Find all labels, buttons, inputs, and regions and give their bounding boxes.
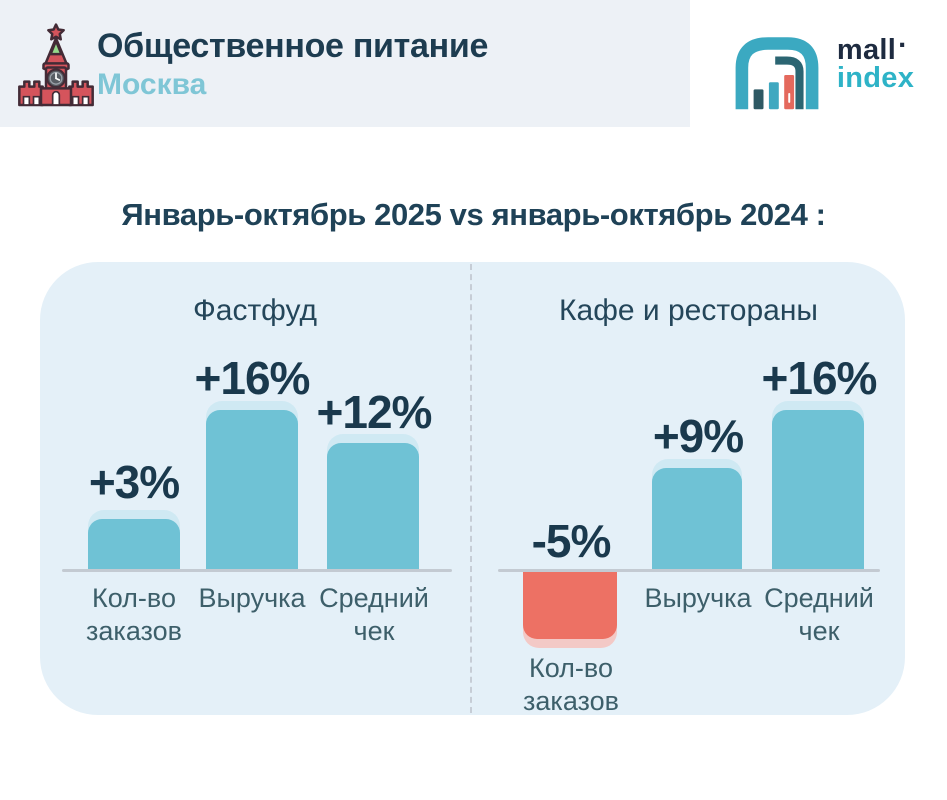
- mall-index-logo: mall. index: [690, 0, 947, 127]
- group-title-fastfood: Фастфуд: [192, 294, 318, 327]
- bar-negative: [523, 572, 617, 639]
- logo-text: mall. index: [836, 23, 915, 94]
- kremlin-tower-icon: [18, 23, 94, 107]
- bar-positive: [206, 410, 298, 569]
- bar-positive: [88, 519, 180, 569]
- header: Общественное питание Москва: [0, 0, 690, 127]
- axis-baseline-right: [498, 569, 880, 572]
- value-label-cafes-avg-check: +16%: [761, 352, 878, 404]
- value-label-cafes-revenue: +9%: [652, 410, 744, 462]
- category-label-avg-check-right: Средний чек: [764, 583, 874, 646]
- value-label-fastfood-revenue: +16%: [194, 352, 311, 404]
- axis-baseline-left: [62, 569, 452, 572]
- chart-panel: Фастфуд Кафе и рестораны +3% +16% +12% -…: [40, 262, 905, 716]
- page-title: Общественное питание: [97, 27, 489, 65]
- logo-word-index: index: [836, 61, 915, 94]
- category-label-avg-check-left: Средний чек: [319, 583, 429, 646]
- category-label-orders-right: Кол-во заказов: [523, 653, 619, 716]
- group-title-cafes-restaurants: Кафе и рестораны: [559, 294, 818, 327]
- logo-word-mall-text: mall: [836, 33, 897, 66]
- page-subtitle: Москва: [97, 68, 207, 101]
- value-label-fastfood-avg-check: +12%: [316, 386, 433, 438]
- group-divider-dashed-line: [470, 264, 472, 713]
- comparison-heading: Январь-октябрь 2025 vs январь-октябрь 20…: [121, 197, 826, 232]
- header-text: Общественное питание Москва: [97, 26, 488, 102]
- category-label-revenue-left: Выручка: [198, 583, 306, 613]
- mall-index-logo-icon: [735, 36, 819, 109]
- category-label-orders-left: Кол-во заказов: [86, 583, 182, 646]
- bar-positive: [327, 443, 419, 569]
- bar-positive: [772, 410, 864, 569]
- logo-dot: .: [898, 21, 907, 54]
- value-label-cafes-orders: -5%: [531, 515, 612, 567]
- logo-word-mall: mall.: [836, 23, 914, 66]
- category-label-revenue-right: Выручка: [644, 583, 752, 613]
- value-label-fastfood-orders: +3%: [88, 456, 180, 508]
- bar-positive: [652, 468, 742, 569]
